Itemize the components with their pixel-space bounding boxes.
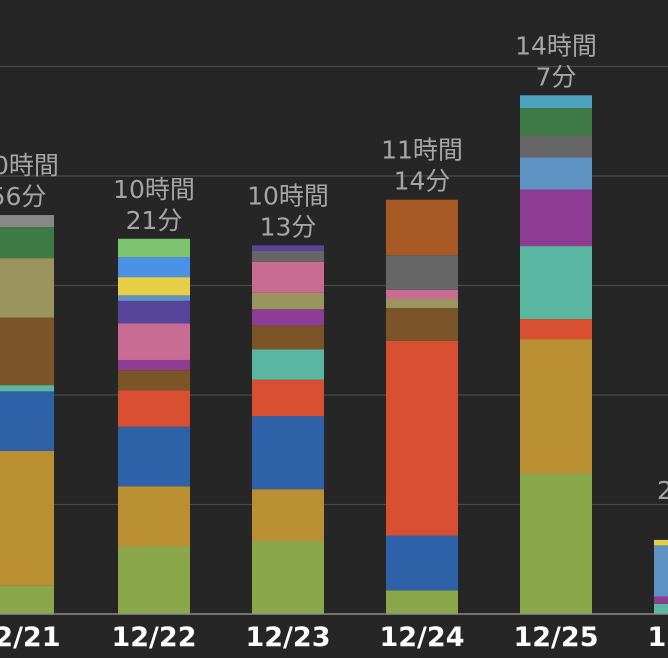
- bar-12-24: [386, 199, 458, 614]
- bar-segment: [0, 258, 54, 318]
- bar-segment: [0, 215, 54, 228]
- bar-segment: [520, 135, 592, 158]
- x-tick-label: 12/25: [513, 622, 598, 653]
- bar-segment: [118, 323, 190, 360]
- bar-total-label: 13分: [260, 212, 317, 241]
- bar-total-label: 10時間: [247, 181, 329, 210]
- bar-segment: [118, 486, 190, 547]
- bar-segment: [386, 255, 458, 290]
- bar-segment: [252, 489, 324, 541]
- bar-segment: [0, 450, 54, 586]
- bar-segment: [386, 590, 458, 614]
- x-tick-label: 12/22: [111, 622, 196, 653]
- bar-segment: [118, 359, 190, 371]
- total-labels: 10時間56分10時間21分10時間13分11時間14分14時間7分2時間1分: [0, 31, 668, 505]
- bar-segment: [654, 545, 668, 597]
- bar-12-21: [0, 215, 54, 614]
- x-tick-labels: 12/21 12/22 12/23 12/24 12/25 12/26: [0, 622, 668, 653]
- bar-segment: [118, 238, 190, 258]
- bar-segment: [520, 108, 592, 136]
- bar-segment: [0, 317, 54, 386]
- bar-segment: [118, 390, 190, 427]
- bar-total-label: 56分: [0, 182, 46, 211]
- bar-total-label: 14時間: [515, 31, 597, 60]
- bar-segment: [386, 340, 458, 536]
- x-tick-label: 12/23: [245, 622, 330, 653]
- bar-segment: [386, 299, 458, 309]
- bar-segment: [118, 295, 190, 301]
- bar-segment: [118, 546, 190, 614]
- bar-segment: [252, 416, 324, 490]
- bar-segment: [386, 289, 458, 300]
- bar-total-label: 14分: [394, 167, 451, 196]
- bar-segment: [654, 539, 668, 546]
- bar-segment: [252, 325, 324, 350]
- bar-segment: [118, 370, 190, 391]
- bar-segment: [252, 250, 324, 262]
- bar-segment: [0, 585, 54, 614]
- bar-segment: [520, 319, 592, 340]
- bar-segment: [118, 300, 190, 324]
- bar-segment: [252, 245, 324, 251]
- bar-segment: [654, 596, 668, 604]
- bar-segment: [386, 535, 458, 591]
- bar-segment: [252, 349, 324, 380]
- bar-total-label: 2時間: [657, 476, 668, 505]
- bar-segment: [0, 391, 54, 451]
- bar-segment: [654, 603, 668, 614]
- bar-12-22: [118, 238, 190, 614]
- bar-segment: [252, 261, 324, 293]
- x-tick-label: 12/26: [647, 622, 668, 653]
- bar-segment: [118, 277, 190, 296]
- bar-segment: [252, 292, 324, 310]
- x-tick-label: 12/24: [379, 622, 464, 653]
- bar-segment: [386, 308, 458, 341]
- bar-total-label: 11時間: [381, 136, 463, 165]
- bar-12-23: [252, 245, 324, 614]
- bar-total-label: 21分: [126, 206, 183, 235]
- bar-total-label: 10時間: [0, 151, 59, 180]
- bar-segment: [520, 189, 592, 247]
- bar-segment: [252, 541, 324, 614]
- bar-segment: [520, 157, 592, 190]
- bar-segment: [520, 95, 592, 109]
- bar-segment: [252, 309, 324, 326]
- bar-segment: [0, 227, 54, 259]
- bar-12-26: [654, 539, 668, 614]
- bar-segment: [386, 199, 458, 256]
- x-tick-label: 12/21: [0, 622, 61, 653]
- bar-segment: [520, 473, 592, 614]
- bar-segment: [0, 385, 54, 392]
- bar-group: [0, 95, 668, 614]
- bar-segment: [520, 339, 592, 474]
- bar-segment: [520, 246, 592, 320]
- bar-12-25: [520, 95, 592, 614]
- bar-total-label: 7分: [536, 62, 577, 91]
- bar-segment: [118, 426, 190, 487]
- bar-total-label: 10時間: [113, 175, 195, 204]
- bar-segment: [118, 257, 190, 278]
- bar-segment: [252, 379, 324, 417]
